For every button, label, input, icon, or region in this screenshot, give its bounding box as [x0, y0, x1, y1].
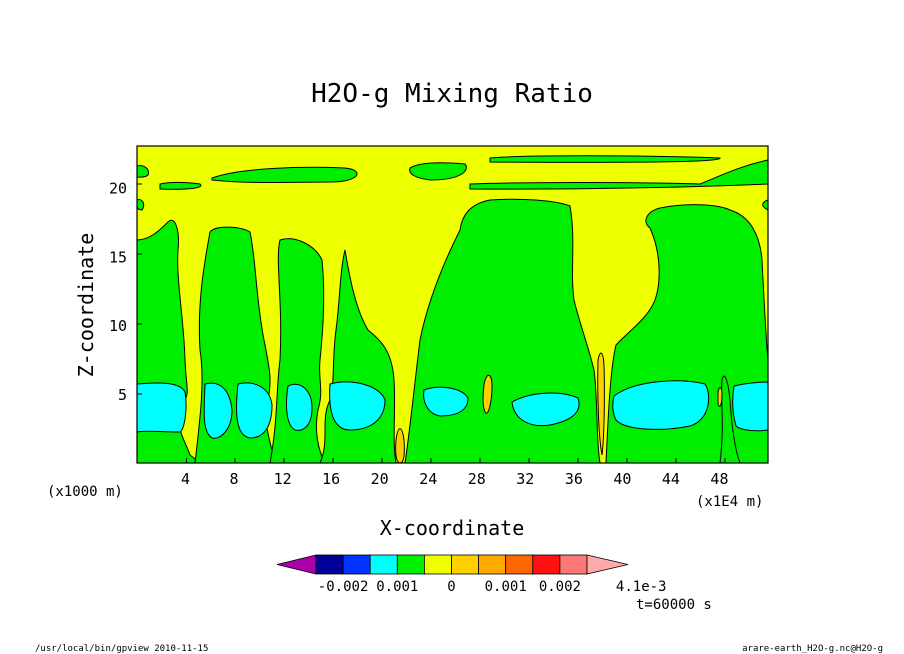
x-tick-label: 48 — [710, 470, 728, 488]
time-label: t=60000 s — [636, 597, 712, 613]
x-tick-label: 24 — [419, 470, 437, 488]
colorbar-swatch — [505, 554, 534, 575]
y-tick-label: 5 — [118, 386, 127, 404]
slightly-dry-regions — [395, 352, 723, 463]
x-tick-label: 32 — [516, 470, 534, 488]
x-tick-label: 40 — [613, 470, 631, 488]
x-tick-label: 8 — [230, 470, 239, 488]
footer-left-text: /usr/local/bin/gpview 2010-11-15 — [35, 644, 208, 654]
colorbar-swatch — [369, 554, 398, 575]
colorbar-swatch — [478, 554, 507, 575]
x-unit-right-label: (x1E4 m) — [696, 494, 763, 510]
colorbar-swatch — [532, 554, 561, 575]
x-tick-label: 20 — [371, 470, 389, 488]
x-tick-label: 44 — [662, 470, 680, 488]
plot-frame — [136, 145, 769, 464]
plot-area — [137, 146, 768, 463]
colorbar-labels: -0.002 0.001 0 0.001 0.002 4.1e-3 — [318, 579, 667, 595]
colorbar-swatch — [315, 554, 344, 575]
colorbar — [276, 554, 629, 575]
x-tick-label: 28 — [468, 470, 486, 488]
colorbar-low-extend — [276, 554, 317, 575]
y-tick-label: 20 — [109, 179, 127, 197]
colorbar-swatch — [451, 554, 480, 575]
very-moist-regions — [137, 380, 768, 439]
y-axis-label: Z-coordinate — [74, 233, 98, 378]
chart-title: H2O-g Mixing Ratio — [311, 79, 593, 109]
y-tick-label: 10 — [109, 317, 127, 335]
colorbar-high-extend — [586, 554, 629, 575]
footer-right-text: arare-earth_H2O-g.nc@H2O-g — [742, 644, 883, 654]
x-tick-label: 4 — [181, 470, 190, 488]
colorbar-label: 4.1e-3 — [616, 579, 667, 595]
y-tick-label: 15 — [109, 248, 127, 266]
x-unit-left-label: (x1000 m) — [47, 484, 123, 500]
x-tick-label: 16 — [322, 470, 340, 488]
colorbar-swatch — [423, 554, 452, 575]
x-tick-label: 36 — [565, 470, 583, 488]
x-axis-label: X-coordinate — [380, 516, 525, 540]
x-tick-labels: 4 8 12 16 20 24 28 32 36 40 44 48 — [181, 470, 728, 488]
x-tick-label: 12 — [274, 470, 292, 488]
colorbar-label: 0.001 — [485, 579, 527, 595]
colorbar-label: 0.001 — [376, 579, 418, 595]
colorbar-swatch — [342, 554, 371, 575]
colorbar-label: 0 — [447, 579, 455, 595]
colorbar-swatch — [559, 554, 588, 575]
inner-ticks — [137, 183, 726, 463]
colorbar-label: 0.002 — [539, 579, 581, 595]
colorbar-label: -0.002 — [318, 579, 369, 595]
colorbar-swatch — [396, 554, 425, 575]
y-tick-labels: 5 10 15 20 — [109, 179, 127, 404]
